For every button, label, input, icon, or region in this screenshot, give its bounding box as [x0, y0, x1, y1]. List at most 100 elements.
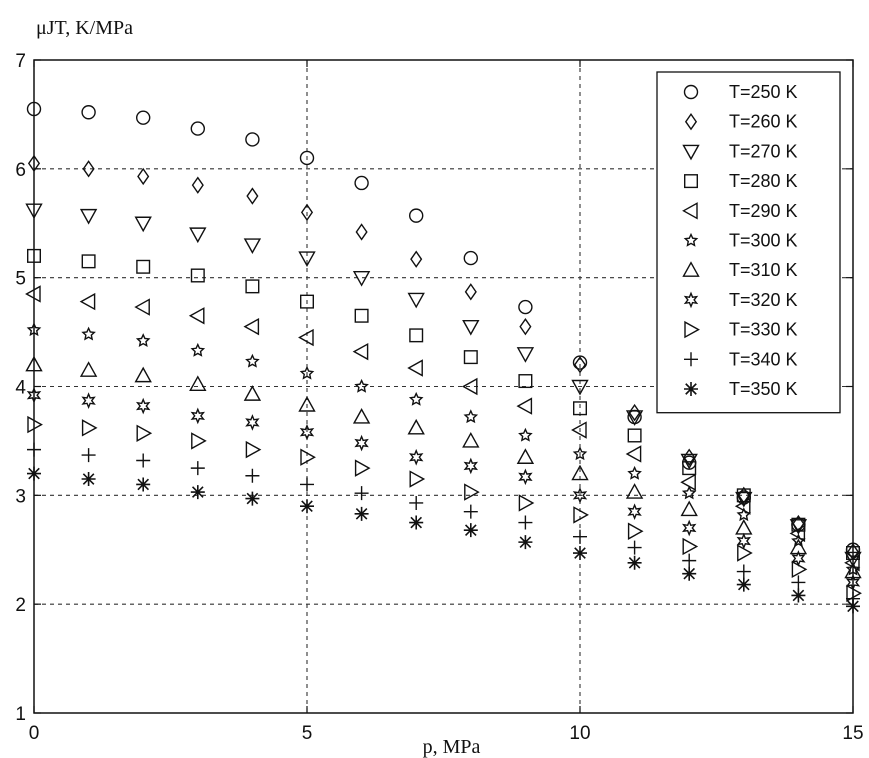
data-point — [571, 464, 589, 481]
data-point — [463, 457, 479, 475]
data-point — [299, 423, 315, 441]
data-point — [300, 477, 314, 492]
data-point — [573, 356, 587, 374]
data-point — [299, 150, 315, 166]
data-point — [79, 361, 98, 377]
data-point — [27, 415, 43, 434]
data-point — [243, 317, 260, 336]
series-diamond — [27, 154, 860, 561]
data-point — [27, 248, 42, 263]
data-point — [354, 486, 369, 501]
data-point — [298, 251, 316, 268]
data-point — [572, 446, 588, 461]
legend-marker — [683, 291, 699, 309]
data-point — [846, 599, 860, 614]
data-point — [407, 418, 425, 435]
data-point — [463, 504, 478, 519]
data-point — [355, 223, 368, 241]
data-point — [518, 374, 533, 389]
legend-label: T=270 K — [729, 141, 798, 161]
data-point — [464, 283, 477, 301]
data-point — [81, 419, 98, 437]
y-tick-label: 6 — [15, 160, 26, 181]
data-point — [190, 461, 205, 476]
data-point — [682, 566, 697, 581]
data-point — [189, 227, 207, 244]
data-point — [135, 333, 151, 347]
data-point — [300, 448, 316, 466]
data-point — [135, 110, 151, 125]
series-triangle-up — [25, 355, 862, 579]
data-point — [682, 461, 697, 476]
data-point — [410, 250, 423, 268]
data-point — [625, 445, 642, 463]
data-point — [245, 279, 260, 294]
data-point — [681, 485, 697, 500]
data-point — [189, 375, 207, 392]
data-point — [519, 317, 532, 336]
data-point — [627, 428, 642, 443]
data-point — [354, 308, 369, 323]
legend-label: T=290 K — [729, 201, 798, 221]
data-point — [627, 503, 642, 521]
data-point — [27, 466, 41, 481]
data-point — [462, 319, 480, 336]
legend-marker — [683, 84, 699, 100]
legend-label: T=350 K — [729, 379, 798, 399]
data-point — [463, 409, 479, 424]
data-point — [409, 515, 424, 530]
x-tick-label: 10 — [569, 723, 590, 744]
legend-marker — [682, 261, 700, 277]
data-point — [81, 448, 96, 463]
data-point — [463, 523, 478, 538]
data-point — [791, 560, 808, 579]
data-point — [245, 468, 260, 483]
data-point — [736, 577, 751, 592]
data-point — [25, 355, 43, 372]
legend-marker — [683, 232, 699, 247]
data-point — [464, 483, 480, 501]
series-triangle-right — [27, 415, 862, 602]
data-point — [571, 421, 587, 439]
data-point — [82, 160, 95, 178]
y-tick-label: 5 — [15, 269, 26, 290]
legend-marker — [682, 144, 700, 161]
series-square — [27, 248, 861, 561]
data-point — [354, 434, 369, 452]
data-point — [81, 105, 96, 120]
data-point — [81, 254, 96, 269]
data-point — [627, 522, 644, 540]
x-tick-label: 5 — [302, 723, 313, 744]
data-point — [299, 365, 315, 380]
data-point — [300, 294, 315, 309]
data-point — [134, 366, 152, 383]
data-point — [627, 465, 642, 480]
data-point — [408, 391, 424, 406]
data-point — [25, 285, 41, 303]
data-point — [407, 292, 425, 309]
data-point — [628, 403, 641, 422]
data-point — [245, 132, 260, 147]
data-point — [298, 396, 316, 412]
data-point — [680, 500, 698, 517]
x-tick-label: 15 — [842, 723, 863, 744]
data-point — [134, 216, 152, 233]
y-tick-label: 4 — [15, 378, 26, 399]
data-point — [409, 208, 424, 223]
data-point — [81, 472, 96, 487]
data-point — [245, 353, 260, 368]
data-point — [846, 584, 862, 602]
legend-marker — [684, 352, 698, 367]
legend-marker — [684, 174, 699, 189]
y-tick-label: 2 — [15, 595, 26, 616]
data-point — [791, 517, 806, 532]
data-point — [625, 483, 644, 499]
data-point — [245, 491, 260, 506]
data-point — [245, 414, 260, 431]
data-point — [354, 506, 369, 521]
series-plus — [27, 442, 860, 606]
data-point — [737, 544, 753, 562]
data-point — [573, 546, 587, 561]
data-point — [191, 432, 207, 450]
